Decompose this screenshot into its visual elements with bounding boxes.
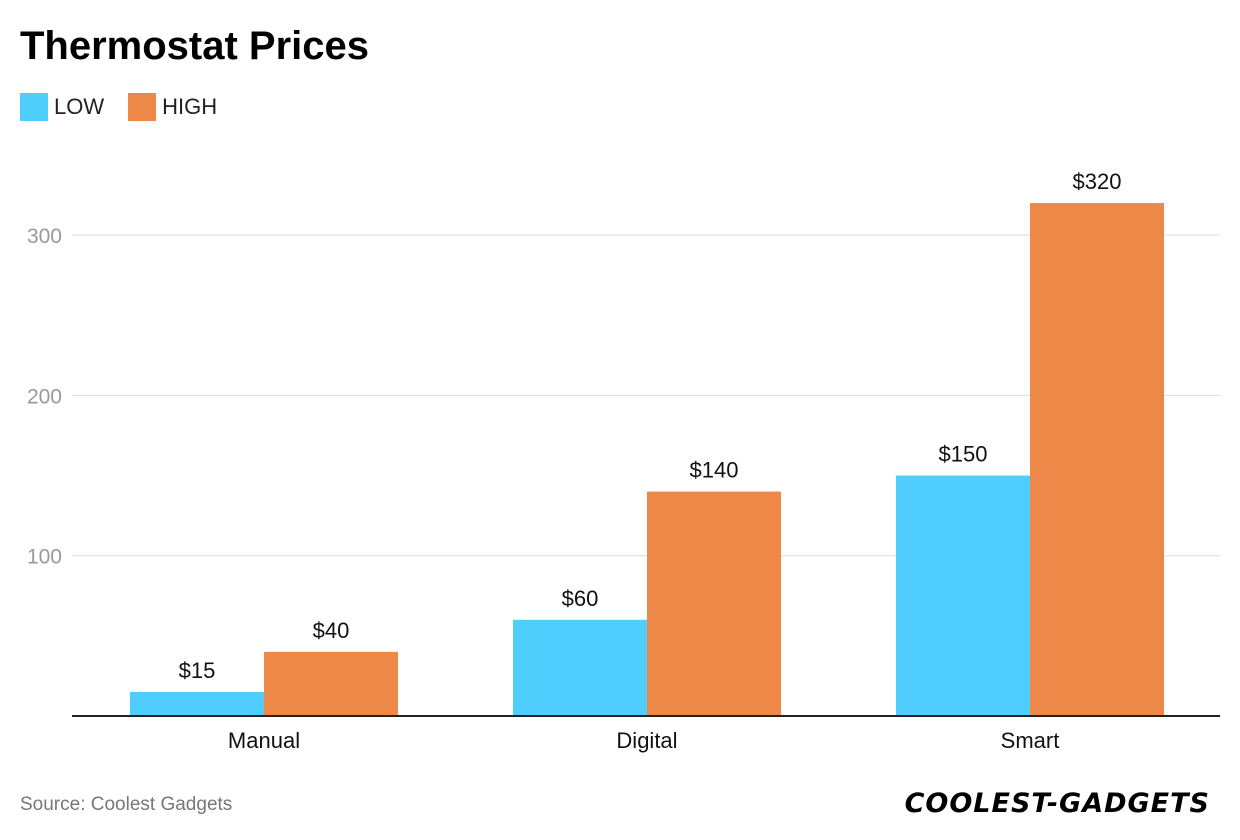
chart-legend: LOW HIGH xyxy=(20,91,241,123)
bar xyxy=(264,651,398,716)
source-note: Source: Coolest Gadgets xyxy=(20,794,233,815)
legend-item-low: LOW xyxy=(20,93,104,121)
y-tick-label: 100 xyxy=(27,546,62,569)
brand-logo: COOLEST-GADGETS xyxy=(904,788,1210,819)
legend-swatch-high xyxy=(128,93,157,121)
chart-title: Thermostat Prices xyxy=(20,24,370,68)
legend-item-high: HIGH xyxy=(128,93,217,121)
legend-label-low: LOW xyxy=(54,94,105,119)
bar xyxy=(513,619,647,716)
x-tick-label: Digital xyxy=(616,728,677,753)
bar-value-label: $150 xyxy=(939,442,988,467)
bar-value-label: $140 xyxy=(690,458,739,483)
x-tick-label: Manual xyxy=(228,728,300,753)
x-tick-label: Smart xyxy=(1001,728,1060,753)
legend-swatch-low xyxy=(20,93,48,121)
bar xyxy=(647,491,781,716)
legend-label-high: HIGH xyxy=(162,94,218,119)
y-tick-label: 200 xyxy=(27,385,62,408)
bar-value-label: $320 xyxy=(1073,169,1122,194)
y-tick-label: 300 xyxy=(27,225,62,248)
bar xyxy=(896,475,1030,716)
bar xyxy=(130,691,264,716)
bar-value-label: $40 xyxy=(313,618,350,643)
bar xyxy=(1030,203,1164,717)
bar-value-label: $15 xyxy=(179,658,216,683)
bar-value-label: $60 xyxy=(562,586,599,611)
